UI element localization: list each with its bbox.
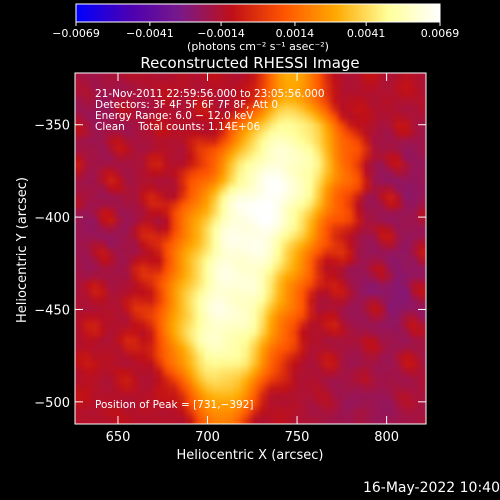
x-tick-label: 750 [285, 430, 310, 445]
heatmap-image [75, 73, 426, 424]
plot-frame [74, 72, 427, 425]
annotation-peak-position: Position of Peak = [731,−392] [95, 399, 254, 411]
chart-title: Reconstructed RHESSI Image [140, 54, 359, 72]
x-axis-ticks: 650 700 750 800 [106, 73, 399, 445]
colorbar-gradient [76, 4, 440, 22]
y-axis-label: Heliocentric Y (arcsec) [15, 177, 30, 323]
y-tick-label: −400 [34, 211, 70, 226]
x-tick-label: 650 [106, 430, 131, 445]
colorbar-tick-label: −0.0069 [52, 27, 100, 40]
colorbar-tick-label: −0.0014 [197, 27, 245, 40]
date-stamp: 16-May-2022 10:40 [362, 480, 500, 496]
plot-area: 650 700 750 800 −350 −400 −450 −500 21-Nov-201… [34, 72, 427, 445]
annotation-detectors: Detectors: 3F 4F 5F 6F 7F 8F, Att 0 [95, 99, 278, 111]
colorbar-tick-label: 0.0014 [276, 27, 315, 40]
y-tick-label: −350 [34, 119, 70, 134]
colorbar-frame [75, 3, 441, 23]
colorbar-ticks: −0.0069 −0.0041 −0.0014 0.0014 0.0041 0.0069 [52, 22, 459, 40]
annotation-energy-range: Energy Range: 6.0 − 12.0 keV [95, 110, 254, 122]
colorbar: −0.0069 −0.0041 −0.0014 0.0014 0.0041 0.0069 … [52, 3, 459, 53]
colorbar-tick-label: −0.0041 [126, 27, 174, 40]
x-axis-label: Heliocentric X (arcsec) [177, 448, 324, 463]
colorbar-tick-label: 0.0041 [347, 27, 386, 40]
annotation-time-range: 21-Nov-2011 22:59:56.000 to 23:05:56.000 [95, 88, 325, 100]
annotation-clean-counts: Clean Total counts: 1.14E+06 [95, 121, 260, 133]
x-tick-label: 800 [374, 430, 399, 445]
colorbar-tick-label: 0.0069 [421, 27, 460, 40]
y-tick-label: −450 [34, 303, 70, 318]
y-tick-label: −500 [34, 396, 70, 411]
x-tick-label: 700 [195, 430, 220, 445]
y-axis-ticks: −350 −400 −450 −500 [34, 119, 426, 411]
colorbar-units-label: (photons cm⁻² s⁻¹ asec⁻²) [187, 40, 329, 53]
